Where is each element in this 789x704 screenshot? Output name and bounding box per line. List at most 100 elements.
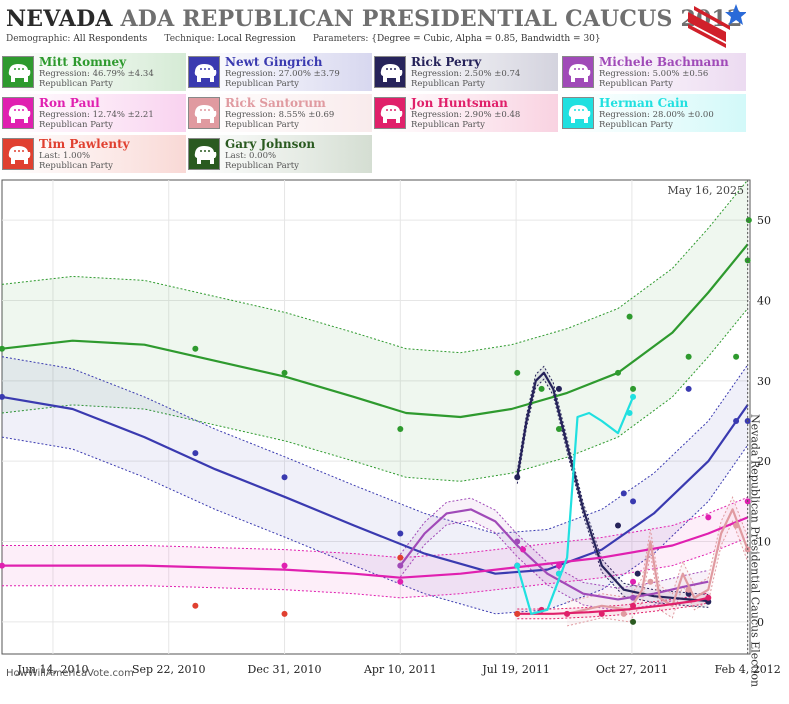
candidate-party: Republican Party — [599, 79, 673, 89]
candidate-stat: Regression: 27.00% ±3.79 — [225, 69, 340, 79]
poll-point — [630, 594, 637, 601]
candidate-party: Republican Party — [39, 161, 113, 171]
poll-point — [397, 426, 404, 433]
poll-point — [555, 570, 562, 577]
site-logo-icon[interactable] — [686, 2, 746, 48]
upper-bound-line — [399, 497, 709, 589]
poll-point — [630, 498, 637, 505]
parameters-value: {Degree = Cubic, Alpha = 0.85, Bandwidth… — [371, 34, 601, 44]
title-state: NEVADA — [6, 6, 113, 32]
poll-point — [733, 353, 740, 360]
candidate-stat: Regression: 2.50% ±0.74 — [411, 69, 521, 79]
y-tick-label: 40 — [757, 295, 771, 308]
poll-point — [598, 610, 605, 617]
poll-point — [538, 385, 545, 392]
upper-bound-line — [1, 356, 749, 535]
poll-point — [685, 586, 692, 593]
elephant-icon — [188, 56, 220, 88]
poll-point — [620, 490, 627, 497]
poll-point — [397, 554, 404, 561]
y-tick-label: 0 — [757, 616, 764, 629]
poll-point — [615, 522, 621, 529]
poll-point — [514, 610, 521, 617]
poll-point — [615, 369, 621, 376]
lower-bound-line — [566, 520, 749, 627]
poll-point — [634, 570, 641, 577]
poll-point — [514, 538, 521, 545]
confidence-band — [2, 180, 748, 482]
candidate-name: Ron Paul — [39, 96, 100, 110]
candidate-card[interactable]: Ron Paul Regression: 12.74% ±2.21 Republic… — [0, 94, 186, 132]
candidate-name: Jon Huntsman — [411, 96, 508, 110]
upper-bound-line — [516, 365, 709, 595]
poll-point — [0, 562, 5, 569]
poll-point — [192, 602, 199, 609]
candidate-party: Republican Party — [39, 79, 113, 89]
demographic-label: Demographic: — [6, 34, 71, 44]
lower-bound-line — [2, 537, 748, 599]
candidate-card[interactable]: Tim Pawlenty Last: 1.00% Republican Party — [0, 135, 186, 173]
candidate-party: Republican Party — [411, 79, 485, 89]
y-tick-label: 30 — [757, 375, 771, 388]
elephant-icon — [2, 97, 34, 129]
candidate-card[interactable]: Rick Santorum Regression: 8.55% ±0.69 Repu… — [186, 94, 372, 132]
candidate-card[interactable]: Jon Huntsman Regression: 2.90% ±0.48 Repub… — [372, 94, 558, 132]
x-tick-label: Jun 14, 2010 — [16, 663, 88, 676]
candidate-stat: Regression: 28.00% ±0.00 — [599, 110, 714, 120]
lower-bound-line — [517, 602, 709, 620]
regression-line — [516, 396, 635, 615]
y-tick-label: 10 — [757, 536, 771, 549]
lower-bound-line — [1, 308, 749, 482]
regression-line — [1, 395, 749, 575]
upper-bound-line — [1, 179, 749, 354]
poll-point — [0, 393, 5, 400]
candidate-name: Rick Perry — [411, 55, 482, 69]
poll-point — [626, 409, 633, 416]
candidate-legend: Mitt Romney Regression: 46.79% ±4.34 Repub… — [0, 53, 789, 178]
poll-point — [0, 345, 5, 352]
watermark: HowWillAmericaVote.com — [6, 668, 134, 679]
poll-point — [281, 474, 288, 481]
candidate-party: Republican Party — [225, 79, 299, 89]
elephant-icon — [562, 97, 594, 129]
candidate-party: Republican Party — [599, 120, 673, 130]
x-tick-label: Apr 10, 2011 — [363, 663, 437, 676]
candidate-name: Mitt Romney — [39, 55, 127, 69]
candidate-card[interactable]: Newt Gingrich Regression: 27.00% ±3.79 Rep… — [186, 53, 372, 91]
y-tick-label: 50 — [757, 214, 771, 227]
poll-point — [192, 450, 199, 457]
candidate-card[interactable]: Rick Perry Regression: 2.50% ±0.74 Republi… — [372, 53, 558, 91]
candidate-card[interactable]: Mitt Romney Regression: 46.79% ±4.34 Repub… — [0, 53, 186, 91]
candidate-card[interactable]: Michele Bachmann Regression: 5.00% ±0.56 R… — [560, 53, 746, 91]
poll-point — [630, 578, 637, 585]
elephant-icon — [562, 56, 594, 88]
lower-bound-line — [516, 378, 709, 608]
poll-point — [555, 385, 562, 392]
poll-point — [630, 385, 637, 392]
poll-point — [733, 418, 740, 425]
x-tick-label: Feb 4, 2012 — [715, 663, 781, 676]
parameters-line: Demographic: All Respondents Technique: … — [6, 34, 601, 44]
candidate-party: Republican Party — [225, 120, 299, 130]
poll-point — [647, 578, 654, 585]
candidate-name: Newt Gingrich — [225, 55, 323, 69]
candidate-name: Gary Johnson — [225, 137, 316, 151]
poll-point — [397, 530, 404, 537]
candidate-stat: Regression: 8.55% ±0.69 — [225, 110, 335, 120]
candidate-card[interactable]: Herman Cain Regression: 28.00% ±0.00 Repub… — [560, 94, 746, 132]
poll-point — [685, 385, 692, 392]
lower-bound-line — [1, 436, 749, 615]
parameters-label: Parameters: — [312, 34, 369, 44]
page-title: NEVADA ADA REPUBLICAN PRESIDENTIAL CAUCU… — [6, 6, 743, 32]
candidate-stat: Last: 0.00% — [225, 151, 277, 161]
y-tick-label: 20 — [757, 455, 771, 468]
poll-point — [564, 610, 571, 617]
elephant-icon — [2, 138, 34, 170]
candidate-card[interactable]: Gary Johnson Last: 0.00% Republican Party — [186, 135, 372, 173]
x-tick-label: Sep 22, 2010 — [132, 663, 206, 676]
candidate-party: Republican Party — [411, 120, 485, 130]
candidate-stat: Regression: 2.90% ±0.48 — [411, 110, 521, 120]
poll-point — [630, 393, 637, 400]
technique-value: Local Regression — [217, 34, 296, 44]
poll-point — [626, 313, 633, 320]
